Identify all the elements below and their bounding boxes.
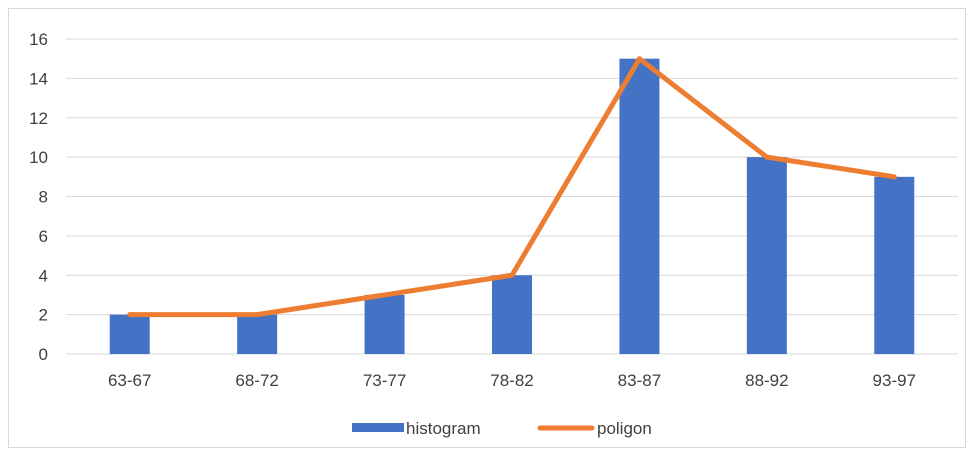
y-tick-label: 10 (29, 148, 48, 167)
histogram-bar-73-77 (364, 294, 405, 354)
x-tick-label: 63-67 (108, 371, 151, 390)
y-tick-label: 12 (29, 109, 48, 128)
histogram-bar-78-82 (492, 275, 532, 354)
legend-histogram-swatch (352, 423, 404, 432)
y-tick-label: 4 (39, 266, 48, 285)
x-tick-label: 78-82 (490, 371, 533, 390)
x-tick-label: 88-92 (745, 371, 788, 390)
x-tick-label: 68-72 (235, 371, 278, 390)
y-tick-label: 2 (39, 306, 48, 325)
legend-poligon-label: poligon (597, 419, 652, 438)
histogram-bar-68-72 (237, 314, 278, 354)
poligon-line-group (127, 56, 897, 318)
y-tick-label: 6 (39, 227, 48, 246)
histogram-bar-63-67 (109, 314, 150, 354)
poligon-line (127, 56, 897, 318)
y-tick-label: 14 (29, 69, 48, 88)
histogram-bar-93-97 (874, 176, 915, 354)
y-tick-label: 0 (39, 345, 48, 364)
y-axis-ticks: 0 2 4 6 8 10 12 14 16 (29, 30, 48, 364)
histogram-bar-88-92 (746, 157, 787, 354)
x-axis-ticks: 63-67 68-72 73-77 78-82 83-87 88-92 93-97 (108, 371, 916, 390)
legend: histogram poligon (352, 419, 652, 438)
x-tick-label: 93-97 (873, 371, 916, 390)
histogram-bar-83-87 (619, 58, 660, 354)
x-tick-label: 83-87 (618, 371, 661, 390)
legend-histogram-label: histogram (406, 419, 481, 438)
histogram-bars (109, 58, 915, 354)
y-tick-label: 16 (29, 30, 48, 49)
x-tick-label: 73-77 (363, 371, 406, 390)
y-tick-label: 8 (39, 188, 48, 207)
chart-frame (8, 8, 966, 448)
